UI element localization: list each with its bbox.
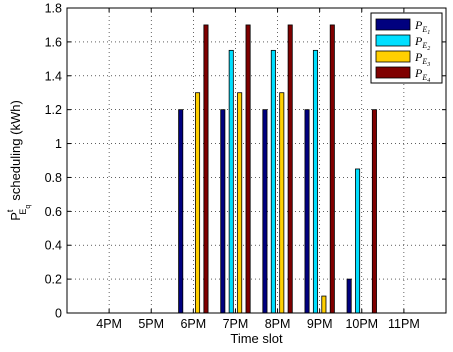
y-axis-ticks: 0 0.2 0.4 0.6 0.8 1 1.2 1.4 1.6 1.8 — [45, 2, 446, 321]
x-axis-label: Time slot — [230, 331, 283, 346]
legend-label-series-4: PE4 — [414, 66, 430, 84]
y-axis-label-superscript: t — [5, 209, 15, 212]
grid-lines — [67, 8, 446, 313]
legend-swatch-series-4 — [375, 66, 411, 79]
legend-swatch-series-1 — [375, 18, 411, 31]
y-tick-label: 0.6 — [45, 205, 62, 219]
x-tick-label: 6PM — [180, 317, 206, 331]
legend-label-series-3: PE3 — [414, 50, 430, 68]
bar-9PM-series-1 — [304, 109, 310, 314]
y-tick-label: 0.8 — [45, 171, 62, 185]
x-tick-label: 7PM — [223, 317, 249, 331]
bar-10PM-series-1 — [346, 278, 352, 314]
y-tick-label: 0.2 — [45, 273, 62, 287]
legend-swatch-series-3 — [375, 50, 411, 63]
bar-7PM-series-1 — [220, 109, 226, 314]
y-tick-label: 1 — [55, 137, 62, 151]
bar-7PM-series-4 — [245, 24, 251, 314]
bar-8PM-series-1 — [262, 109, 268, 314]
x-tick-label: 10PM — [345, 317, 378, 331]
bar-8PM-series-2 — [270, 49, 276, 314]
legend-label-series-2: PE2 — [414, 34, 430, 52]
bar-9PM-series-3 — [321, 295, 327, 314]
bar-8PM-series-4 — [287, 24, 293, 314]
legend-swatch-series-2 — [375, 34, 411, 47]
y-axis-label: Pt Eq scheduling (kWh) — [5, 100, 32, 221]
legend-label-series-1: PE1 — [414, 18, 430, 36]
y-axis-label-symbol: P — [8, 212, 23, 221]
y-axis-label-subscript: E — [18, 209, 28, 215]
bar-7PM-series-3 — [237, 92, 243, 314]
x-tick-label: 11PM — [388, 317, 420, 331]
bar-9PM-series-2 — [312, 49, 318, 314]
bar-6PM-series-3 — [195, 92, 201, 314]
y-tick-label: 1.8 — [45, 2, 62, 16]
bar-6PM-series-1 — [178, 109, 184, 314]
y-tick-label: 0 — [55, 307, 62, 321]
bar-7PM-series-2 — [228, 49, 234, 314]
y-tick-label: 0.4 — [45, 239, 62, 253]
x-tick-label: 4PM — [96, 317, 122, 331]
bar-10PM-series-2 — [355, 168, 361, 314]
bar-9PM-series-4 — [329, 24, 335, 314]
bar-8PM-series-3 — [279, 92, 285, 314]
x-tick-label: 5PM — [138, 317, 164, 331]
x-tick-label: 9PM — [307, 317, 333, 331]
x-tick-label: 8PM — [265, 317, 291, 331]
x-axis-ticks: 4PM 5PM 6PM 7PM 8PM 9PM 10PM 11PM — [96, 8, 420, 331]
y-tick-label: 1.2 — [45, 103, 62, 117]
bar-10PM-series-4 — [371, 109, 377, 314]
y-axis-label-text: scheduling (kWh) — [8, 100, 23, 200]
plot-area-frame — [66, 7, 447, 314]
bar-6PM-series-4 — [203, 24, 209, 314]
y-tick-label: 1.6 — [45, 35, 62, 49]
y-axis-label-subsubscript: q — [25, 205, 32, 209]
y-tick-label: 1.4 — [45, 69, 62, 83]
